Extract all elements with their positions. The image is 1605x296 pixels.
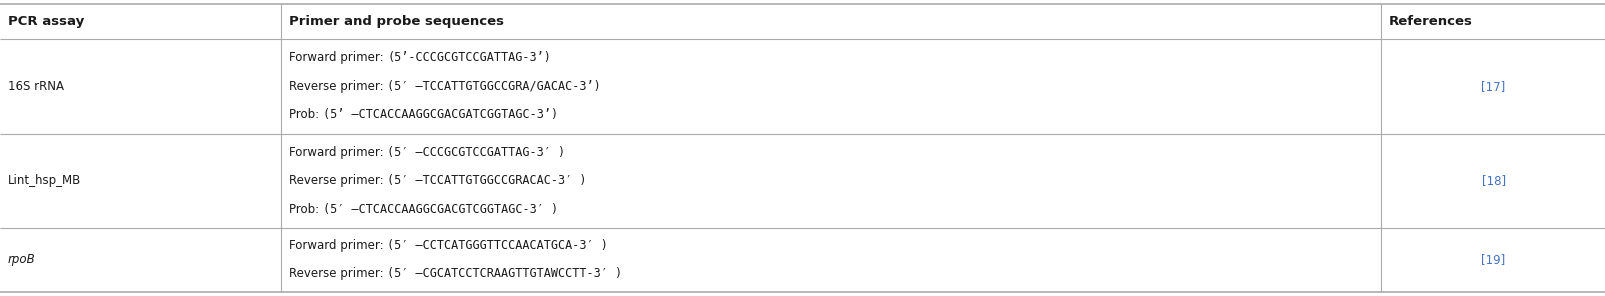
Text: Reverse primer:: Reverse primer:: [289, 80, 387, 93]
Text: Reverse primer:: Reverse primer:: [289, 174, 387, 187]
Text: Forward primer:: Forward primer:: [289, 239, 387, 252]
Text: (5′ –CCTCATGGGTTCCAACATGCA-3′ ): (5′ –CCTCATGGGTTCCAACATGCA-3′ ): [387, 239, 608, 252]
Text: (5’ –CTCACCAAGGCGACGATCGGTAGC-3’): (5’ –CTCACCAAGGCGACGATCGGTAGC-3’): [323, 109, 557, 121]
Text: Prob:: Prob:: [289, 203, 323, 216]
Text: Primer and probe sequences: Primer and probe sequences: [289, 15, 504, 28]
Text: (5′ –TCCATTGTGGCCGRACAC-3′ ): (5′ –TCCATTGTGGCCGRACAC-3′ ): [387, 174, 586, 187]
Text: (5′ –TCCATTGTGGCCGRA/GACAC-3’): (5′ –TCCATTGTGGCCGRA/GACAC-3’): [387, 80, 600, 93]
Text: [19]: [19]: [1480, 253, 1505, 266]
Text: [18]: [18]: [1480, 174, 1505, 187]
Text: 16S rRNA: 16S rRNA: [8, 80, 64, 93]
Text: Forward primer:: Forward primer:: [289, 146, 387, 159]
Text: (5′ –CGCATCCTCRAAGTTGTAWCCTT-3′ ): (5′ –CGCATCCTCRAAGTTGTAWCCTT-3′ ): [387, 267, 623, 280]
Text: (5′ –CCCGCGTCCGATTAG-3′ ): (5′ –CCCGCGTCCGATTAG-3′ ): [387, 146, 565, 159]
Text: (5′ –CTCACCAAGGCGACGTCGGTAGC-3′ ): (5′ –CTCACCAAGGCGACGTCGGTAGC-3′ ): [323, 203, 557, 216]
Text: References: References: [1388, 15, 1472, 28]
Text: Forward primer:: Forward primer:: [289, 52, 387, 65]
Text: PCR assay: PCR assay: [8, 15, 83, 28]
Text: (5’-CCCGCGTCCGATTAG-3’): (5’-CCCGCGTCCGATTAG-3’): [387, 52, 551, 65]
Text: Prob:: Prob:: [289, 109, 323, 121]
Text: [17]: [17]: [1480, 80, 1505, 93]
Text: Reverse primer:: Reverse primer:: [289, 267, 387, 280]
Text: Lint_hsp_MB: Lint_hsp_MB: [8, 174, 82, 187]
Text: rpoB: rpoB: [8, 253, 35, 266]
